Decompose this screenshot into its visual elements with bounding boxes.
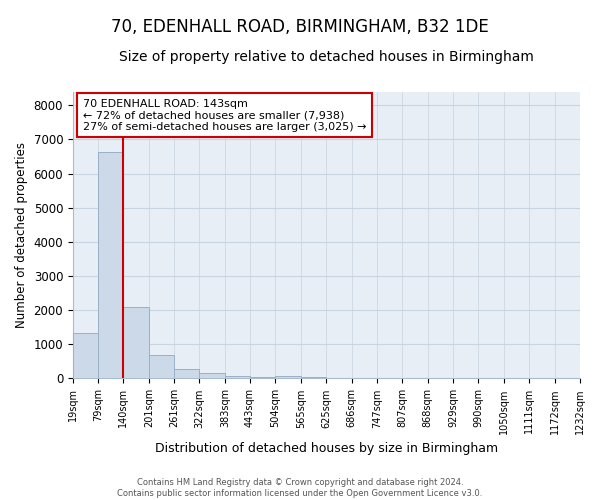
Bar <box>225 376 250 378</box>
Bar <box>250 376 275 378</box>
Bar <box>301 376 326 378</box>
Bar <box>98 152 124 378</box>
Bar <box>124 308 149 378</box>
Title: Size of property relative to detached houses in Birmingham: Size of property relative to detached ho… <box>119 50 534 64</box>
Bar <box>275 376 301 378</box>
Text: 70, EDENHALL ROAD, BIRMINGHAM, B32 1DE: 70, EDENHALL ROAD, BIRMINGHAM, B32 1DE <box>111 18 489 36</box>
X-axis label: Distribution of detached houses by size in Birmingham: Distribution of detached houses by size … <box>155 442 498 455</box>
Text: 70 EDENHALL ROAD: 143sqm
← 72% of detached houses are smaller (7,938)
27% of sem: 70 EDENHALL ROAD: 143sqm ← 72% of detach… <box>83 98 367 132</box>
Bar <box>174 369 199 378</box>
Bar <box>199 374 225 378</box>
Y-axis label: Number of detached properties: Number of detached properties <box>15 142 28 328</box>
Bar <box>149 355 175 378</box>
Text: Contains HM Land Registry data © Crown copyright and database right 2024.
Contai: Contains HM Land Registry data © Crown c… <box>118 478 482 498</box>
Bar <box>73 334 98 378</box>
